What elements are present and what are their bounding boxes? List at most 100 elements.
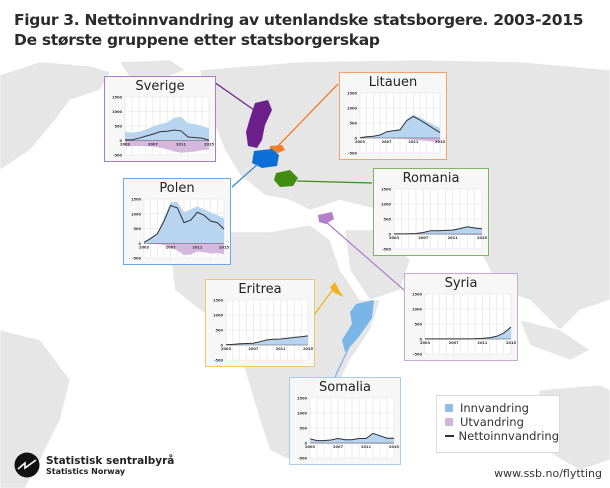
svg-text:-500: -500 <box>132 257 141 261</box>
svg-text:1000: 1000 <box>112 110 123 114</box>
svg-text:1000: 1000 <box>412 308 423 312</box>
svg-text:2007: 2007 <box>418 236 429 240</box>
mini-chart-plot: 1500 1000 500 0 -500 2003 2007 2011 2015 <box>381 188 488 252</box>
chart-box-sverige: 1500 1000 500 0 -500 2003 2007 2011 2015 Sverige <box>104 76 216 162</box>
legend-label: Utvandring <box>460 415 524 429</box>
utvandring-swatch-icon <box>445 418 453 426</box>
svg-text:500: 500 <box>383 218 391 222</box>
svg-text:500: 500 <box>215 329 223 333</box>
svg-text:500: 500 <box>299 427 307 431</box>
eritrea-shape <box>330 282 344 297</box>
logo-name: Statistisk sentralbyrå <box>46 454 175 467</box>
svg-text:500: 500 <box>133 227 141 231</box>
svg-text:1000: 1000 <box>347 107 358 111</box>
title-line-2: De største gruppene etter statsborgerska… <box>14 31 380 49</box>
ssb-logo-icon <box>14 452 40 478</box>
svg-text:2015: 2015 <box>506 341 517 345</box>
svg-text:500: 500 <box>414 323 422 327</box>
mini-chart-plot: 1500 1000 500 0 -500 2003 2007 2011 2015 <box>347 92 446 156</box>
svg-text:1000: 1000 <box>381 203 392 207</box>
legend-item-nettoinnvandring: Nettoinnvandring <box>445 429 559 443</box>
logo-subtitle: Statistics Norway <box>46 466 126 476</box>
svg-text:2003: 2003 <box>139 245 150 249</box>
chart-box-polen: 1500 1000 500 0 -500 2003 2007 2011 2015 Polen <box>123 178 231 265</box>
chart-title-syria: Syria <box>444 276 478 291</box>
chart-title-somalia: Somalia <box>318 380 372 395</box>
svg-text:500: 500 <box>349 122 357 126</box>
chart-title-litauen: Litauen <box>368 75 418 90</box>
svg-text:2015: 2015 <box>477 236 488 240</box>
svg-text:0: 0 <box>304 442 307 446</box>
svg-text:-500: -500 <box>382 248 391 252</box>
svg-text:1500: 1500 <box>381 188 392 192</box>
svg-text:2015: 2015 <box>389 445 400 449</box>
svg-text:2015: 2015 <box>204 143 215 147</box>
mini-chart-plot: 1500 1000 500 0 -500 2003 2007 2011 2015 <box>131 198 230 261</box>
svg-text:2003: 2003 <box>221 347 232 351</box>
svg-text:1000: 1000 <box>131 212 142 216</box>
svg-text:2011: 2011 <box>192 245 203 249</box>
svg-text:2011: 2011 <box>448 236 459 240</box>
svg-text:2015: 2015 <box>303 347 314 351</box>
svg-text:-500: -500 <box>113 154 122 158</box>
svg-text:2015: 2015 <box>435 140 446 144</box>
svg-text:1000: 1000 <box>297 412 308 416</box>
chart-title-polen: Polen <box>159 181 195 196</box>
chart-box-somalia: 1500 1000 500 0 -500 2003 2007 2011 2015 Somalia <box>289 377 401 465</box>
mini-chart-plot: 1500 1000 500 0 -500 2003 2007 2011 2015 <box>213 299 314 363</box>
poland-shape <box>252 149 279 168</box>
svg-text:1500: 1500 <box>297 397 308 401</box>
chart-title-eritrea: Eritrea <box>238 282 282 297</box>
svg-text:2007: 2007 <box>148 143 159 147</box>
svg-text:1500: 1500 <box>131 198 142 202</box>
svg-text:2003: 2003 <box>120 143 131 147</box>
svg-text:2003: 2003 <box>389 236 400 240</box>
figure-title: Figur 3. Nettoinnvandring av utenlandske… <box>14 10 584 50</box>
svg-text:-500: -500 <box>214 359 223 363</box>
svg-text:-500: -500 <box>298 457 307 461</box>
svg-text:2015: 2015 <box>219 245 230 249</box>
legend-label: Innvandring <box>460 401 529 415</box>
somalia-shape <box>342 300 374 352</box>
legend-item-utvandring: Utvandring <box>445 415 559 429</box>
legend: Innvandring Utvandring Nettoinnvandring <box>436 395 560 453</box>
svg-text:2011: 2011 <box>477 341 488 345</box>
svg-text:1500: 1500 <box>412 293 423 297</box>
svg-text:2007: 2007 <box>333 445 344 449</box>
svg-text:2011: 2011 <box>361 445 372 449</box>
source-link[interactable]: www.ssb.no/flytting <box>494 467 602 480</box>
mini-chart-plot: 1500 1000 500 0 -500 2003 2007 2011 2015 <box>412 293 517 357</box>
svg-text:1500: 1500 <box>347 92 358 96</box>
svg-text:2007: 2007 <box>248 347 259 351</box>
sweden-shape <box>246 100 272 148</box>
legend-item-innvandring: Innvandring <box>445 401 559 415</box>
svg-text:0: 0 <box>119 139 122 143</box>
innvandring-swatch-icon <box>445 404 453 412</box>
svg-text:1000: 1000 <box>213 314 224 318</box>
chart-box-litauen: 1500 1000 500 0 -500 2003 2007 2011 2015 Litauen <box>339 72 447 160</box>
svg-text:2011: 2011 <box>276 347 287 351</box>
svg-text:2007: 2007 <box>382 140 393 144</box>
svg-text:500: 500 <box>114 125 122 129</box>
svg-text:2007: 2007 <box>166 245 177 249</box>
svg-text:0: 0 <box>419 338 422 342</box>
svg-text:1500: 1500 <box>112 96 123 100</box>
svg-text:-500: -500 <box>413 353 422 357</box>
romania-shape <box>274 170 298 187</box>
svg-text:0: 0 <box>220 344 223 348</box>
svg-text:2007: 2007 <box>449 341 460 345</box>
svg-text:2003: 2003 <box>420 341 431 345</box>
chart-title-romania: Romania <box>402 171 460 186</box>
svg-text:2011: 2011 <box>176 143 187 147</box>
chart-title-sverige: Sverige <box>135 79 185 94</box>
mini-chart-plot: 1500 1000 500 0 -500 2003 2007 2011 2015 <box>112 96 215 158</box>
ssb-logo: Statistisk sentralbyrå Statistics Norway <box>14 452 174 478</box>
legend-label: Nettoinnvandring <box>458 429 559 443</box>
netto-line-icon <box>445 435 454 437</box>
svg-text:2003: 2003 <box>355 140 366 144</box>
svg-text:2011: 2011 <box>408 140 419 144</box>
svg-text:1500: 1500 <box>213 299 224 303</box>
svg-text:-500: -500 <box>348 152 357 156</box>
svg-text:0: 0 <box>354 137 357 141</box>
svg-text:2003: 2003 <box>305 445 316 449</box>
